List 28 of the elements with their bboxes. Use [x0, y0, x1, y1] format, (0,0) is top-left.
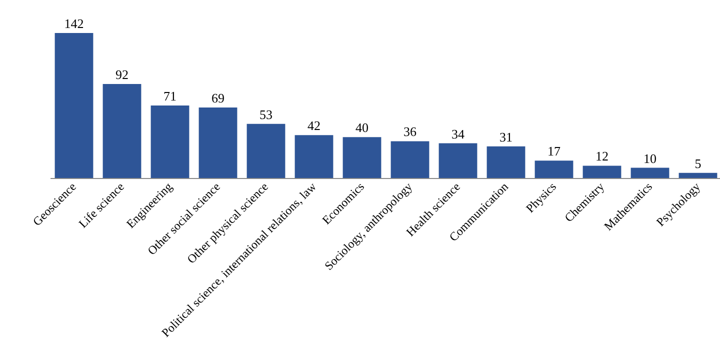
bar	[294, 135, 334, 178]
bar	[534, 160, 574, 178]
data-label: 71	[164, 88, 176, 104]
data-label: 10	[644, 150, 656, 166]
data-label: 142	[64, 16, 84, 31]
bar	[102, 84, 142, 178]
data-label: 31	[500, 129, 512, 144]
data-label: 40	[356, 120, 368, 136]
data-label: 34	[452, 126, 465, 142]
bar	[342, 137, 382, 178]
bar	[246, 124, 286, 178]
bar	[198, 108, 238, 178]
bar	[390, 141, 430, 178]
bar	[438, 143, 478, 178]
bar	[150, 106, 190, 178]
data-label: 42	[308, 118, 320, 134]
data-label: 92	[116, 67, 128, 82]
data-label: 17	[548, 144, 561, 159]
data-label: 5	[694, 156, 702, 171]
bar	[630, 168, 670, 178]
data-label: 69	[212, 90, 224, 106]
bar	[582, 166, 622, 178]
data-label: 36	[404, 124, 417, 140]
bar	[678, 172, 718, 178]
bar	[486, 146, 526, 178]
data-label: 53	[260, 106, 272, 122]
data-label: 12	[596, 148, 608, 164]
bar	[54, 33, 94, 178]
